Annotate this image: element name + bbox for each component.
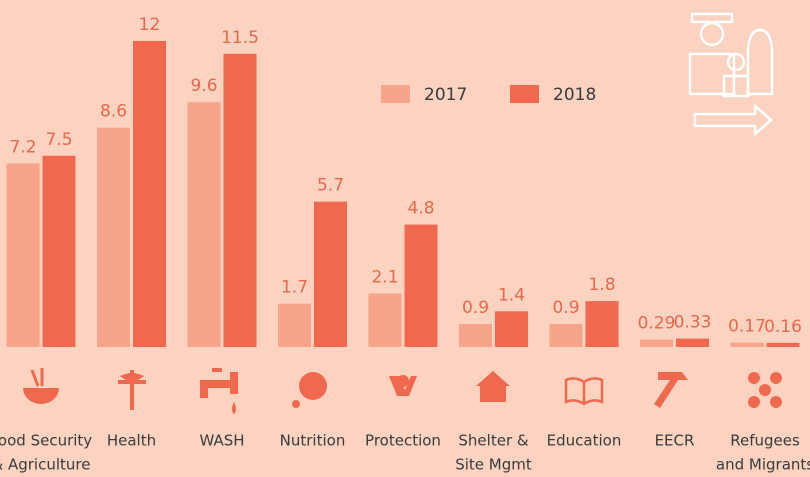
bar	[314, 202, 347, 347]
legend-label: 2018	[553, 85, 596, 105]
bar	[97, 128, 130, 347]
value-label: 0.9	[462, 298, 489, 318]
x-tick-label: WASH	[199, 432, 244, 450]
bar	[550, 324, 583, 347]
people-icon	[690, 14, 772, 134]
bar	[278, 304, 311, 347]
x-tick-label: Refugees	[730, 432, 800, 450]
x-tick-label: Shelter &	[458, 432, 528, 450]
icon	[476, 371, 510, 402]
legend-swatch	[510, 85, 539, 103]
x-tick-label: Site Mgmt	[455, 456, 532, 474]
chart: Food Security & Agriculture 7.2 7.5 Health 8.…	[0, 0, 810, 477]
bar	[133, 41, 166, 347]
bar	[188, 102, 221, 347]
value-label: 1.4	[498, 285, 525, 305]
bar	[731, 343, 764, 347]
value-label: 0.33	[674, 313, 712, 333]
value-label: 12	[139, 15, 161, 35]
bar	[224, 54, 257, 347]
bar	[676, 339, 709, 347]
bar	[7, 163, 40, 347]
value-label: 0.9	[552, 298, 579, 318]
icon	[32, 368, 42, 386]
icon	[748, 30, 772, 94]
bar	[405, 225, 438, 347]
value-label: 2.1	[371, 267, 398, 287]
value-label: 1.8	[588, 275, 615, 295]
icon	[695, 106, 771, 134]
bar	[369, 293, 402, 347]
bar	[495, 311, 528, 347]
x-tick-label: EECR	[655, 432, 695, 450]
icon	[23, 388, 59, 404]
bar	[586, 301, 619, 347]
icon	[692, 14, 732, 22]
x-tick-label: Nutrition	[280, 432, 346, 450]
x-tick-label: and Migrants	[716, 456, 810, 474]
value-label: 8.6	[100, 102, 127, 122]
value-label: 1.7	[281, 278, 308, 298]
icon	[299, 372, 327, 400]
icon	[200, 368, 238, 414]
icon	[118, 370, 146, 410]
x-tick-label: Protection	[365, 432, 441, 450]
icon	[292, 400, 300, 408]
x-tick-label: Health	[107, 432, 156, 450]
bar	[459, 324, 492, 347]
bar	[640, 340, 673, 347]
bar	[43, 156, 76, 347]
value-label: 7.5	[45, 130, 72, 150]
value-label: 11.5	[221, 28, 259, 48]
value-label: 7.2	[9, 137, 36, 157]
legend-swatch	[381, 85, 410, 103]
icon	[728, 54, 744, 70]
icon	[566, 378, 602, 404]
value-label: 4.8	[407, 199, 434, 219]
value-label: 0.16	[764, 317, 802, 337]
x-tick-label: & Agriculture	[0, 456, 90, 474]
value-label: 0.29	[638, 314, 676, 334]
icon	[654, 372, 688, 408]
x-tick-label: Food Security	[0, 432, 92, 450]
value-label: 0.17	[728, 317, 766, 337]
icon	[748, 372, 782, 408]
legend-label: 2017	[424, 85, 467, 105]
value-label: 9.6	[190, 76, 217, 96]
icon	[701, 23, 723, 45]
value-label: 5.7	[317, 176, 344, 196]
bar	[767, 343, 800, 347]
icon	[397, 375, 409, 387]
icons	[23, 368, 782, 414]
x-tick-label: Education	[547, 432, 622, 450]
